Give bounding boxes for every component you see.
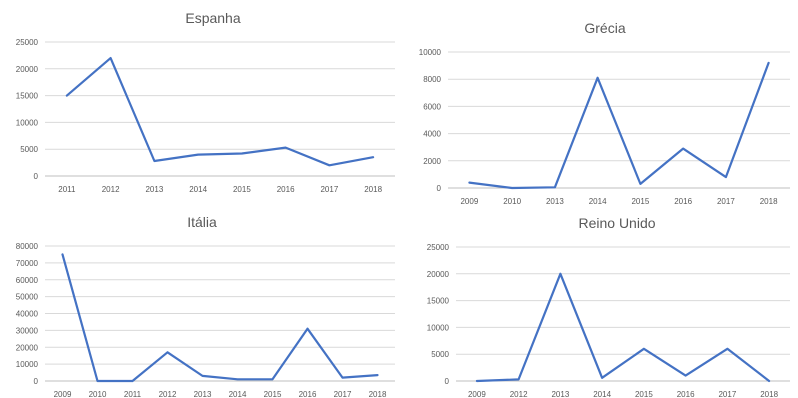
chart-title: Reino Unido <box>578 215 655 231</box>
y-tick-label: 40000 <box>16 310 39 319</box>
x-tick-label: 2018 <box>760 390 778 398</box>
x-tick-label: 2017 <box>717 197 735 206</box>
x-tick-label: 2016 <box>674 197 692 206</box>
x-tick-label: 2018 <box>369 390 387 398</box>
y-tick-label: 20000 <box>427 270 450 279</box>
series-line <box>468 61 770 190</box>
y-tick-label: 0 <box>445 377 450 386</box>
chart-title: Itália <box>187 214 217 230</box>
x-tick-label: 2015 <box>264 390 282 398</box>
y-tick-label: 30000 <box>16 326 39 335</box>
chart-1: Espanha 0 5000 10000 15000 20000 25000 2011 2012… <box>16 10 395 194</box>
x-tick-label: 2011 <box>124 390 142 398</box>
x-tick-label: 2009 <box>468 390 486 398</box>
y-tick-label: 4000 <box>423 130 441 139</box>
x-tick-label: 2013 <box>551 390 569 398</box>
y-tick-label: 0 <box>437 184 442 193</box>
chart-4: Reino Unido 0 5000 10000 15000 20000 25000 2009… <box>427 215 790 398</box>
x-tick-label: 2012 <box>159 390 177 398</box>
y-tick-label: 8000 <box>423 75 441 84</box>
y-tick-label: 20000 <box>16 343 39 352</box>
y-tick-label: 80000 <box>16 242 39 251</box>
x-tick-label: 2011 <box>58 185 76 194</box>
x-tick-label: 2015 <box>631 197 649 206</box>
x-tick-label: 2015 <box>635 390 653 398</box>
y-tick-label: 50000 <box>16 293 39 302</box>
x-tick-label: 2010 <box>89 390 107 398</box>
y-tick-label: 25000 <box>427 243 450 252</box>
y-tick-label: 10000 <box>427 323 450 332</box>
y-tick-label: 15000 <box>16 92 39 101</box>
x-tick-label: 2013 <box>145 185 163 194</box>
x-tick-label: 2010 <box>503 197 521 206</box>
x-tick-label: 2016 <box>299 390 317 398</box>
y-tick-label: 70000 <box>16 259 39 268</box>
series-line <box>61 253 379 383</box>
y-tick-label: 10000 <box>419 48 442 57</box>
x-tick-label: 2015 <box>233 185 251 194</box>
x-tick-label: 2016 <box>277 185 295 194</box>
y-tick-label: 5000 <box>431 350 449 359</box>
x-tick-label: 2014 <box>229 390 247 398</box>
x-tick-label: 2013 <box>546 197 564 206</box>
y-tick-label: 0 <box>34 377 39 386</box>
y-tick-label: 10000 <box>16 118 39 127</box>
y-tick-label: 15000 <box>427 297 450 306</box>
y-tick-label: 10000 <box>16 360 39 369</box>
x-tick-label: 2016 <box>677 390 695 398</box>
x-tick-label: 2014 <box>189 185 207 194</box>
chart-title: Espanha <box>185 10 240 26</box>
series-line <box>65 56 375 167</box>
x-tick-label: 2012 <box>102 185 120 194</box>
y-tick-label: 6000 <box>423 102 441 111</box>
x-tick-label: 2018 <box>760 197 778 206</box>
chart-title: Grécia <box>584 20 625 36</box>
x-tick-label: 2014 <box>589 197 607 206</box>
x-tick-label: 2012 <box>510 390 528 398</box>
x-tick-label: 2014 <box>593 390 611 398</box>
y-tick-label: 2000 <box>423 157 441 166</box>
x-tick-label: 2017 <box>334 390 352 398</box>
x-tick-label: 2009 <box>460 197 478 206</box>
x-tick-label: 2009 <box>54 390 72 398</box>
y-tick-label: 25000 <box>16 38 39 47</box>
x-tick-label: 2018 <box>364 185 382 194</box>
chart-3: Itália 0 10000 20000 30000 40000 50000 60000 700… <box>16 214 395 398</box>
x-tick-label: 2017 <box>320 185 338 194</box>
series-line <box>475 272 771 383</box>
y-tick-label: 5000 <box>20 145 38 154</box>
x-tick-label: 2017 <box>718 390 736 398</box>
y-tick-label: 0 <box>34 172 39 181</box>
y-tick-label: 60000 <box>16 276 39 285</box>
chart-2: Grécia 0 2000 4000 6000 8000 10000 2009 2010 2013… <box>419 20 790 206</box>
y-tick-label: 20000 <box>16 65 39 74</box>
x-tick-label: 2013 <box>194 390 212 398</box>
